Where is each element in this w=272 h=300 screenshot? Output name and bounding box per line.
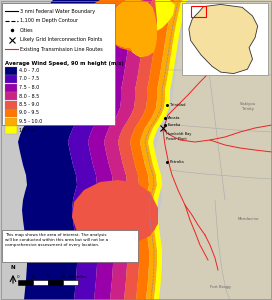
Bar: [48, 280, 63, 285]
Polygon shape: [86, 0, 133, 52]
Text: Humboldt Bay
Power Plant: Humboldt Bay Power Plant: [166, 132, 191, 141]
Polygon shape: [138, 0, 188, 300]
Bar: [182, 3, 268, 75]
Polygon shape: [68, 0, 123, 300]
Text: Del Norte
Humboldt: Del Norte Humboldt: [200, 32, 220, 41]
Bar: [33, 280, 48, 285]
Text: This map shows the area of interest. The analysis
will be conducted within this : This map shows the area of interest. The…: [5, 233, 108, 247]
Bar: [2, 230, 138, 262]
Bar: [5, 67, 17, 74]
Bar: [5, 100, 17, 109]
Bar: [2, 3, 115, 125]
Text: 30: 30: [60, 275, 66, 279]
Text: N: N: [11, 265, 15, 270]
Bar: [5, 118, 17, 125]
Bar: [5, 92, 17, 100]
Polygon shape: [148, 0, 188, 300]
Text: Trinidad: Trinidad: [170, 103, 186, 107]
Polygon shape: [88, 0, 139, 300]
Text: 9.0 - 9.5: 9.0 - 9.5: [19, 110, 39, 116]
Bar: [63, 280, 78, 285]
Text: Petrolia: Petrolia: [170, 160, 185, 164]
Text: Siskiyou
Trinity: Siskiyou Trinity: [240, 102, 256, 111]
Text: Mendocino: Mendocino: [237, 217, 259, 221]
Text: 7.0 - 7.5: 7.0 - 7.5: [19, 76, 39, 82]
Text: 10: 10: [30, 275, 36, 279]
Text: Likely Grid Interconnection Points: Likely Grid Interconnection Points: [20, 37, 102, 42]
Text: Cities: Cities: [20, 28, 34, 32]
Polygon shape: [118, 0, 165, 300]
Text: Existing Transmission Line Routes: Existing Transmission Line Routes: [20, 46, 103, 52]
Text: 3 nmi Federal Water Boundary: 3 nmi Federal Water Boundary: [20, 8, 95, 14]
Text: 40 miles: 40 miles: [69, 275, 87, 279]
Bar: [5, 75, 17, 83]
Text: Arcata: Arcata: [168, 116, 181, 120]
Polygon shape: [104, 0, 153, 300]
Polygon shape: [130, 0, 175, 300]
Text: 4.0 - 7.0: 4.0 - 7.0: [19, 68, 39, 73]
Bar: [18, 280, 33, 285]
Text: 1,100 m Depth Contour: 1,100 m Depth Contour: [20, 18, 78, 23]
Text: 20: 20: [45, 275, 51, 279]
Text: 8.0 - 8.5: 8.0 - 8.5: [19, 94, 39, 98]
Polygon shape: [91, 185, 158, 240]
Polygon shape: [107, 0, 157, 57]
Polygon shape: [153, 0, 272, 300]
Bar: [5, 126, 17, 134]
Polygon shape: [18, 0, 103, 300]
Text: 7.5 - 8.0: 7.5 - 8.0: [19, 85, 39, 90]
Text: Eureka: Eureka: [168, 123, 181, 127]
Bar: [5, 109, 17, 117]
Polygon shape: [189, 4, 258, 74]
Polygon shape: [112, 193, 156, 235]
Text: Average Wind Speed, 90 m height (m/s): Average Wind Speed, 90 m height (m/s): [5, 61, 124, 65]
Polygon shape: [72, 180, 158, 245]
Text: 0: 0: [17, 275, 19, 279]
Text: 9.5 - 10.0: 9.5 - 10.0: [19, 119, 42, 124]
Bar: [5, 83, 17, 92]
Text: Fort Bragg: Fort Bragg: [210, 285, 230, 289]
Polygon shape: [124, 200, 155, 228]
Polygon shape: [130, 0, 175, 57]
Text: 10.0 +: 10.0 +: [19, 128, 36, 133]
Text: 8.5 - 9.0: 8.5 - 9.0: [19, 102, 39, 107]
Polygon shape: [140, 0, 183, 300]
Bar: [191, 6, 206, 17]
